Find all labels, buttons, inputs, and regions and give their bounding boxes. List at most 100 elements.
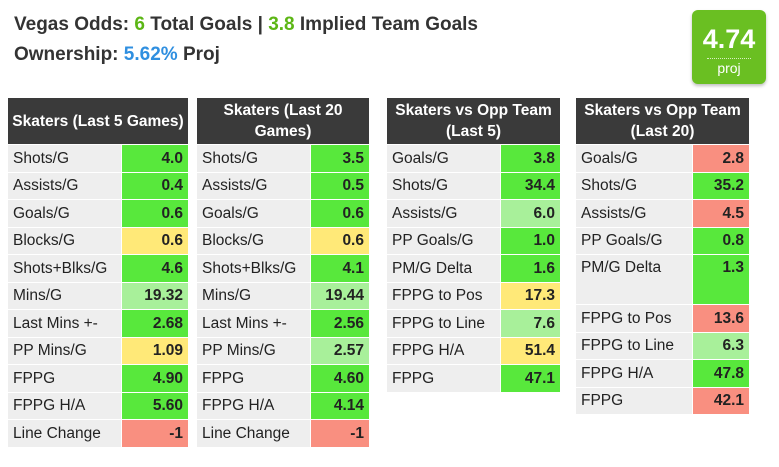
stat-value: 47.1 <box>499 364 562 393</box>
table-row: FPPG to Pos 13.6 <box>575 304 751 333</box>
table-row: Shots/G 4.0 <box>7 144 190 173</box>
table-row: Shots/G 3.5 <box>196 144 371 173</box>
table-row: Assists/G 0.4 <box>7 171 190 200</box>
stat-label: PM/G Delta <box>575 254 693 305</box>
table-row: FPPG to Line 7.6 <box>386 309 562 338</box>
stat-value: 35.2 <box>691 171 751 200</box>
stat-value: 1.6 <box>499 254 562 283</box>
stat-label: Goals/G <box>386 144 501 173</box>
stat-label: Assists/G <box>575 199 693 228</box>
table-row: Goals/G 2.8 <box>575 144 751 173</box>
total-goals-value: 6 <box>134 14 145 35</box>
projection-badge: 4.74 proj <box>692 10 766 84</box>
stat-value: 4.0 <box>120 144 190 173</box>
table-row: FPPG to Pos 17.3 <box>386 281 562 310</box>
table-row: PP Goals/G 1.0 <box>386 226 562 255</box>
stat-label: Assists/G <box>386 199 501 228</box>
stat-label: FPPG to Line <box>386 309 501 338</box>
stat-label: PP Mins/G <box>7 336 122 365</box>
stats-table-opp-last5: Skaters vs Opp Team (Last 5) Goals/G 3.8 S… <box>386 97 562 393</box>
stat-label: Mins/G <box>7 281 122 310</box>
stat-value: 0.6 <box>120 226 190 255</box>
implied-goals-value: 3.8 <box>268 14 295 35</box>
stat-label: Line Change <box>196 419 311 448</box>
stat-value: 4.5 <box>691 199 751 228</box>
ownership-value: 5.62% <box>123 44 178 65</box>
stat-value: 4.60 <box>309 364 371 393</box>
projection-divider <box>707 58 751 59</box>
table-row: Shots/G 34.4 <box>386 171 562 200</box>
table-row: Blocks/G 0.6 <box>7 226 190 255</box>
stat-label: Shots+Blks/G <box>7 254 122 283</box>
table-row: Shots+Blks/G 4.1 <box>196 254 371 283</box>
table-row: Assists/G 4.5 <box>575 199 751 228</box>
stat-label: FPPG <box>386 364 501 393</box>
table-title: Skaters vs Opp Team (Last 5) <box>386 97 561 145</box>
stat-value: 6.3 <box>691 331 751 360</box>
stat-label: Goals/G <box>7 199 122 228</box>
stat-label: Line Change <box>7 419 122 448</box>
table-row: FPPG 4.90 <box>7 364 190 393</box>
table-row: Goals/G 0.6 <box>7 199 190 228</box>
stat-value: 19.44 <box>309 281 371 310</box>
stat-label: Mins/G <box>196 281 311 310</box>
stat-value: 34.4 <box>499 171 562 200</box>
stat-value: 1.3 <box>691 254 751 305</box>
stat-value: 0.8 <box>691 226 751 255</box>
stat-label: Last Mins +- <box>196 309 311 338</box>
stat-label: Goals/G <box>575 144 693 173</box>
ownership-suffix: Proj <box>182 44 220 65</box>
stat-value: 17.3 <box>499 281 562 310</box>
stat-value: 51.4 <box>499 336 562 365</box>
table-row: PP Goals/G 0.8 <box>575 226 751 255</box>
table-row: Mins/G 19.44 <box>196 281 371 310</box>
table-row: Blocks/G 0.6 <box>196 226 371 255</box>
ownership-label: Ownership: <box>14 44 119 65</box>
stat-value: 0.6 <box>309 199 371 228</box>
stat-label: FPPG <box>196 364 311 393</box>
stat-label: PM/G Delta <box>386 254 501 283</box>
table-title: Skaters (Last 20 Games) <box>196 97 370 145</box>
stat-value: -1 <box>309 419 371 448</box>
table-row: Last Mins +- 2.68 <box>7 309 190 338</box>
table-row: FPPG 42.1 <box>575 386 751 415</box>
vegas-odds-line: Vegas Odds: 6 Total Goals | 3.8 Implied … <box>14 10 478 40</box>
table-row: Assists/G 0.5 <box>196 171 371 200</box>
stat-value: 3.5 <box>309 144 371 173</box>
stat-label: FPPG <box>7 364 122 393</box>
stat-value: 1.0 <box>499 226 562 255</box>
table-row: FPPG H/A 47.8 <box>575 359 751 388</box>
stat-label: PP Goals/G <box>575 226 693 255</box>
table-title: Skaters vs Opp Team (Last 20) <box>575 97 750 145</box>
stat-value: 0.5 <box>309 171 371 200</box>
stats-table-opp-last20: Skaters vs Opp Team (Last 20) Goals/G 2.8… <box>575 97 751 415</box>
table-title: Skaters (Last 5 Games) <box>7 97 189 145</box>
table-row: Last Mins +- 2.56 <box>196 309 371 338</box>
stat-label: FPPG to Pos <box>575 304 693 333</box>
stat-value: 7.6 <box>499 309 562 338</box>
implied-goals-label: Implied Team Goals <box>299 14 478 35</box>
table-row: Shots+Blks/G 4.6 <box>7 254 190 283</box>
stat-label: FPPG H/A <box>386 336 501 365</box>
table-row: Assists/G 6.0 <box>386 199 562 228</box>
stat-value: 0.6 <box>120 199 190 228</box>
stat-label: PP Mins/G <box>196 336 311 365</box>
stat-value: 0.4 <box>120 171 190 200</box>
total-goals-label: Total Goals <box>150 14 253 35</box>
stat-label: FPPG to Pos <box>386 281 501 310</box>
stat-label: Assists/G <box>196 171 311 200</box>
table-row: Goals/G 0.6 <box>196 199 371 228</box>
stat-label: Shots+Blks/G <box>196 254 311 283</box>
stat-value: 2.57 <box>309 336 371 365</box>
header-separator: | <box>257 14 263 35</box>
stat-label: Goals/G <box>196 199 311 228</box>
stat-value: 4.14 <box>309 391 371 420</box>
vegas-odds-label: Vegas Odds: <box>14 14 130 35</box>
table-row: Shots/G 35.2 <box>575 171 751 200</box>
stat-label: FPPG H/A <box>7 391 122 420</box>
stat-value: 13.6 <box>691 304 751 333</box>
stat-label: Blocks/G <box>7 226 122 255</box>
projection-value: 4.74 <box>702 24 756 54</box>
stat-label: Blocks/G <box>196 226 311 255</box>
table-row: FPPG to Line 6.3 <box>575 331 751 360</box>
